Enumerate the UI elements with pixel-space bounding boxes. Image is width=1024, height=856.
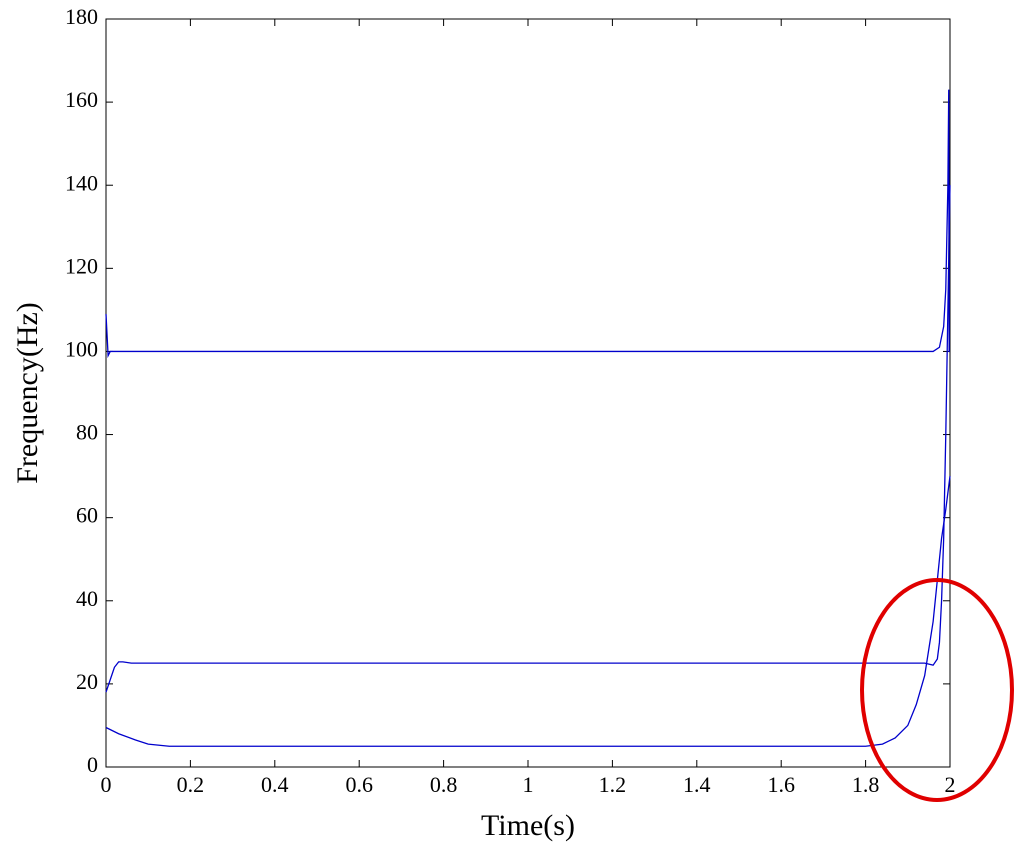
data-line bbox=[105, 185, 951, 693]
y-tick-label: 100 bbox=[65, 336, 98, 361]
y-tick-label: 80 bbox=[76, 420, 98, 445]
x-tick-label: 0.4 bbox=[261, 772, 289, 797]
y-tick-label: 0 bbox=[87, 752, 98, 777]
highlight-ellipse bbox=[860, 578, 1014, 802]
x-axis-label: Time(s) bbox=[481, 809, 575, 842]
y-tick-label: 140 bbox=[65, 170, 98, 195]
y-tick-label: 120 bbox=[65, 253, 98, 278]
x-tick-label: 0.8 bbox=[430, 772, 458, 797]
y-tick-label: 20 bbox=[76, 669, 98, 694]
x-tick-label: 0.6 bbox=[345, 772, 373, 797]
x-tick-label: 0 bbox=[101, 772, 112, 797]
x-tick-label: 2 bbox=[945, 772, 956, 797]
y-axis-label: Frequency(Hz) bbox=[11, 302, 44, 484]
x-tick-label: 1.6 bbox=[767, 772, 795, 797]
plot-area: 0 0.2 0.4 0.6 0.8 1 1.2 1.4 1.6 1.8 20204060801001… bbox=[65, 4, 956, 797]
y-tick-label: 60 bbox=[76, 503, 98, 528]
x-tick-label: 1.4 bbox=[683, 772, 711, 797]
x-tick-label: 0.2 bbox=[177, 772, 205, 797]
plot-frame bbox=[105, 18, 951, 768]
x-tick-label: 1.2 bbox=[599, 772, 627, 797]
x-tick-label: 1.8 bbox=[852, 772, 880, 797]
y-tick-label: 180 bbox=[65, 4, 98, 29]
data-line bbox=[105, 476, 951, 747]
x-tick-label: 1 bbox=[523, 772, 534, 797]
data-line bbox=[105, 89, 950, 359]
y-tick-label: 160 bbox=[65, 87, 98, 112]
y-tick-label: 40 bbox=[76, 586, 98, 611]
